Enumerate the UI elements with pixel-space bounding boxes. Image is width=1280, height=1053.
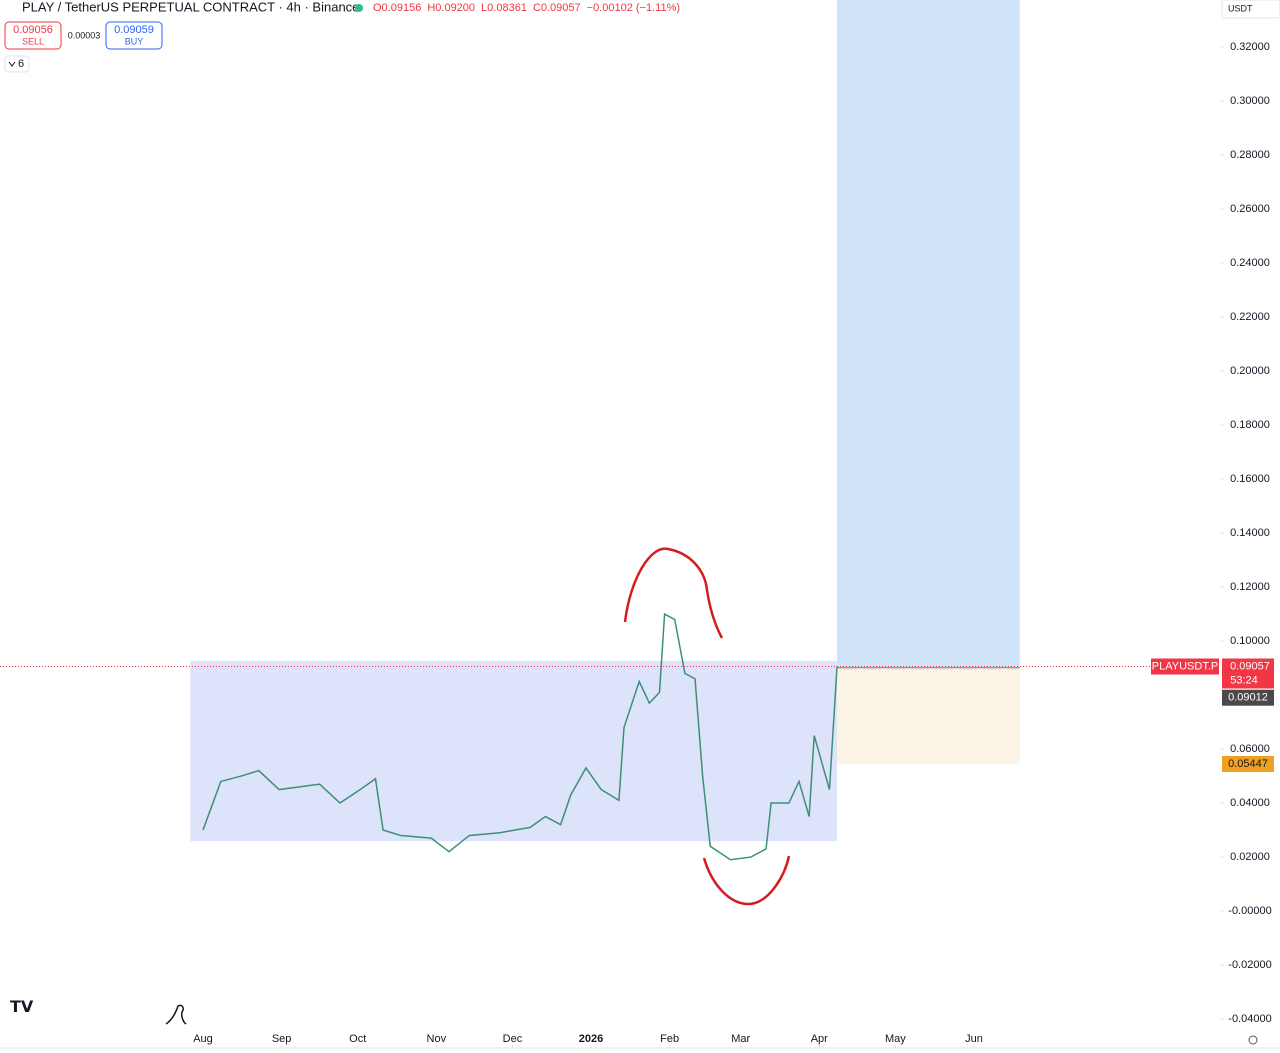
x-tick-label: Sep	[272, 1033, 292, 1045]
status-dot	[355, 4, 363, 12]
zones	[190, 0, 1020, 842]
ohlc-value: −0.00102 (−1.11%)	[587, 2, 680, 14]
y-tick-label: 0.18000	[1230, 419, 1270, 431]
last-price-tag-bg	[1222, 658, 1274, 689]
y-tick-label: 0.24000	[1230, 257, 1270, 269]
target-zone	[837, 0, 1020, 668]
ohlc-value: L0.08361	[481, 2, 527, 14]
y-tick-label: 0.16000	[1230, 473, 1270, 485]
currency-select[interactable]	[1221, 0, 1280, 19]
entry-tag: 0.09012	[1228, 692, 1268, 704]
y-tick-label: 0.14000	[1230, 527, 1270, 539]
sell-price: 0.09056	[13, 24, 53, 36]
hand-drawn-arc-bottom	[702, 855, 791, 906]
y-tick-label: 0.12000	[1230, 581, 1270, 593]
currency: USDT	[1228, 3, 1253, 13]
y-tick-label: 0.06000	[1230, 743, 1270, 755]
symbol-tag: PLAYUSDT.P	[1152, 660, 1218, 672]
stop-tag: 0.05447	[1228, 758, 1268, 770]
y-tick-label: 0.10000	[1230, 635, 1270, 647]
hand-drawn-arc-top	[623, 547, 724, 639]
y-tick-label: 0.20000	[1230, 365, 1270, 377]
chevron	[8, 61, 16, 67]
buy-price: 0.09059	[114, 24, 154, 36]
buy-button[interactable]	[105, 21, 163, 50]
y-tick-label: 0.28000	[1230, 149, 1270, 161]
indicator-count: 6	[18, 58, 24, 70]
price-line	[202, 612, 838, 861]
buy-label: BUY	[125, 36, 144, 46]
settings-icon[interactable]	[1248, 1035, 1258, 1045]
x-tick-label: Nov	[427, 1033, 447, 1045]
logo: 𝗧𝗩	[10, 999, 34, 1016]
y-tick-label: -0.02000	[1228, 959, 1271, 971]
range-box	[190, 661, 838, 842]
countdown: 53:24	[1230, 674, 1258, 686]
y-tick-label: 0.22000	[1230, 311, 1270, 323]
x-tick-label: Jun	[965, 1033, 983, 1045]
y-tick-label: -0.04000	[1228, 1013, 1271, 1025]
stop-zone	[837, 667, 1020, 764]
indicator-toggle[interactable]	[4, 55, 30, 73]
y-tick-label: 0.26000	[1230, 203, 1270, 215]
x-tick-label: Mar	[731, 1033, 750, 1045]
x-tick-label: Oct	[349, 1033, 366, 1045]
entry-tag-bg	[1222, 689, 1274, 706]
y-tick-label: 0.30000	[1230, 95, 1270, 107]
ohlc-value: H0.09200	[427, 2, 475, 14]
y-tick-label: 0.02000	[1230, 851, 1270, 863]
x-tick-label: 2026	[579, 1033, 603, 1045]
ohlc: O0.09156 H0.09200 L0.08361 C0.09057 −0.00102…	[373, 2, 680, 14]
plot	[202, 612, 838, 861]
ohlc-value: O0.09156	[373, 2, 421, 14]
y-tick-label: -0.00000	[1228, 905, 1271, 917]
x-tick-label: Aug	[193, 1033, 213, 1045]
x-tick-label: May	[885, 1033, 906, 1045]
x-tick-label: Apr	[811, 1033, 828, 1045]
symbol-tag-bg	[1151, 658, 1219, 675]
x-tick-label: Dec	[503, 1033, 523, 1045]
dino-icon	[165, 1004, 187, 1025]
sell-button[interactable]	[4, 21, 62, 50]
chart-title: PLAY / TetherUS PERPETUAL CONTRACT · 4h …	[22, 0, 359, 14]
last-price-tag: 0.09057	[1230, 660, 1270, 672]
x-tick-label: Feb	[660, 1033, 679, 1045]
y-tick-label: 0.04000	[1230, 797, 1270, 809]
y-tick-label: 0.32000	[1230, 41, 1270, 53]
ohlc-value: C0.09057	[533, 2, 581, 14]
sell-label: SELL	[22, 36, 44, 46]
stop-tag-bg	[1222, 755, 1274, 772]
spread: 0.00003	[68, 30, 101, 40]
